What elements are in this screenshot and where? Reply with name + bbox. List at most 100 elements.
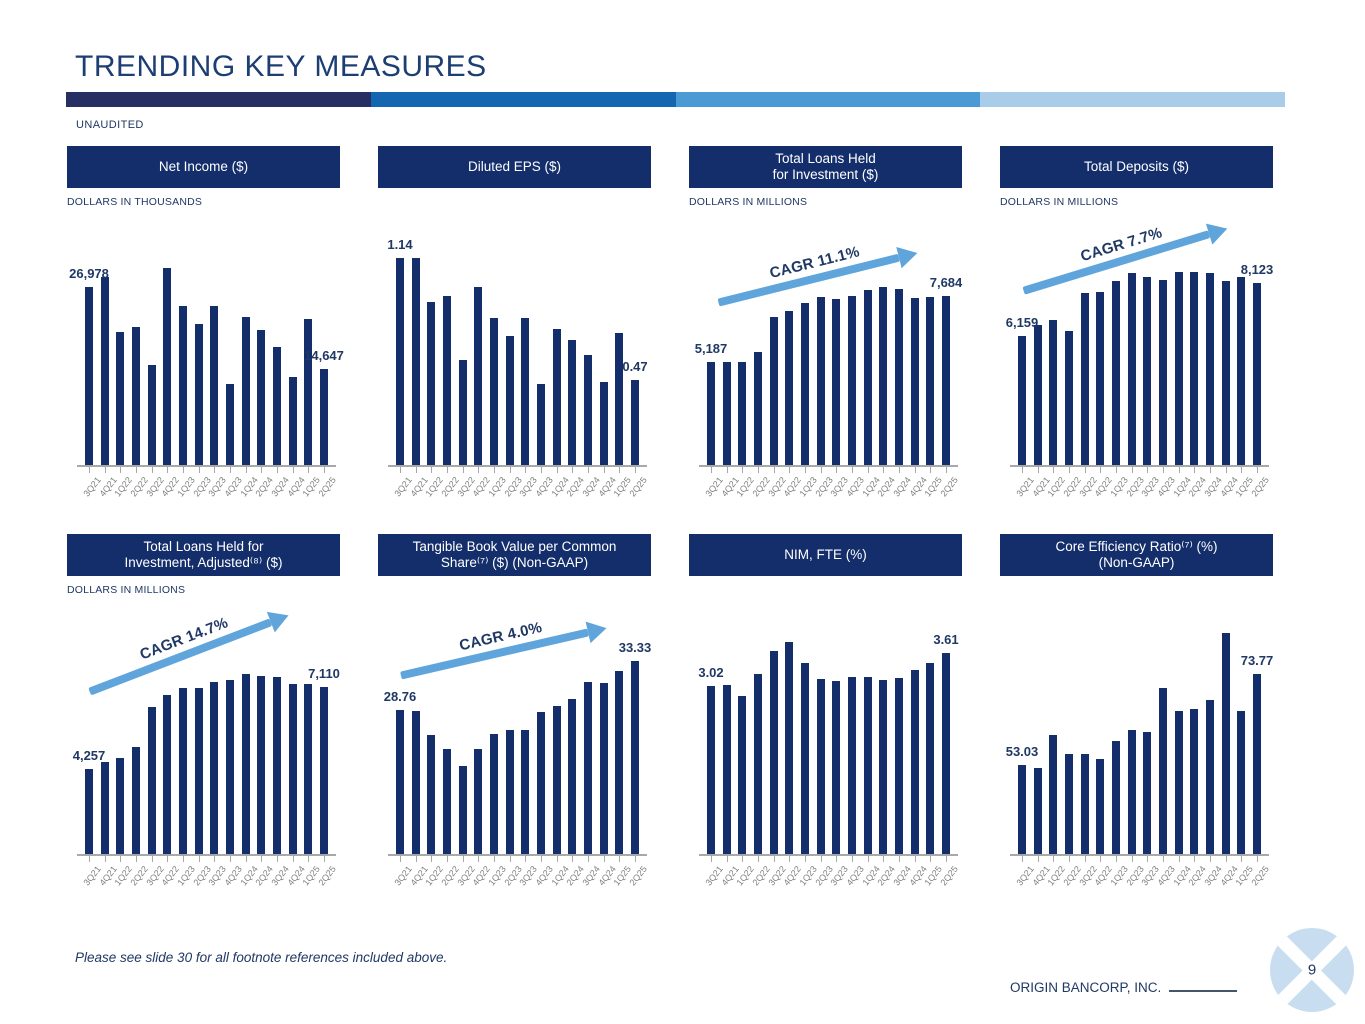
bar-4Q22	[1096, 292, 1105, 466]
bar-2Q23	[816, 679, 825, 855]
bar-4Q21	[411, 258, 420, 466]
x-tick	[431, 467, 432, 473]
bar-1Q23	[489, 318, 498, 466]
x-tick	[293, 467, 294, 473]
bar-group	[85, 256, 328, 466]
bar-3Q22	[147, 707, 156, 855]
x-tick	[1132, 856, 1133, 862]
bar-3Q21	[1018, 765, 1026, 855]
x-tick	[883, 856, 884, 862]
bar-1Q25	[926, 663, 935, 855]
bar-2Q25	[630, 661, 639, 855]
bar-3Q23	[210, 682, 219, 855]
x-axis-labels: 3Q21 4Q21 1Q22 2Q22 3Q22 4Q22 1Q23 2Q23 3Q23 4Q23…	[67, 855, 340, 909]
bar-1Q23	[800, 303, 809, 466]
x-tick	[494, 856, 495, 862]
bar-group	[396, 256, 639, 466]
x-tick	[619, 856, 620, 862]
x-tick	[588, 467, 589, 473]
bar-1Q23	[178, 688, 187, 855]
bar-2Q24	[879, 287, 888, 466]
bar-1Q24	[241, 317, 250, 466]
footer: ORIGIN BANCORP, INC.	[1010, 976, 1238, 995]
x-tick	[930, 856, 931, 862]
bar-1Q25	[615, 671, 624, 855]
x-tick	[1226, 467, 1227, 473]
bar-1Q22	[116, 332, 125, 466]
accent-segment-2	[370, 92, 676, 107]
x-axis-line	[699, 853, 958, 856]
x-tick	[199, 467, 200, 473]
value-label-last: 0.47	[622, 359, 648, 374]
bar-3Q23	[832, 299, 841, 466]
x-tick	[852, 856, 853, 862]
value-label-last: 8,123	[1240, 262, 1274, 277]
value-label-last: 73.77	[1240, 653, 1274, 668]
accent-segment-4	[980, 92, 1285, 107]
bar-group	[396, 630, 639, 855]
bar-4Q24	[599, 382, 608, 466]
x-tick-label: 3Q21	[1014, 475, 1036, 499]
bar-2Q23	[194, 688, 203, 855]
chart-title: Core Efficiency Ratio⁽⁷⁾ (%) (Non-GAAP)	[1000, 534, 1273, 576]
bar-3Q21	[1018, 336, 1026, 466]
bar-3Q21	[85, 769, 93, 855]
x-tick	[1226, 856, 1227, 862]
x-tick	[463, 467, 464, 473]
x-tick	[1241, 467, 1242, 473]
x-tick	[1194, 856, 1195, 862]
bar-4Q22	[785, 311, 794, 466]
x-tick	[1179, 467, 1180, 473]
x-axis-labels: 3Q21 4Q21 1Q22 2Q22 3Q22 4Q22 1Q23 2Q23 3Q23 4Q23…	[1000, 855, 1273, 909]
bar-2Q25	[1252, 283, 1261, 466]
x-tick	[510, 467, 511, 473]
x-tick	[277, 856, 278, 862]
x-tick	[805, 467, 806, 473]
x-tick	[821, 856, 822, 862]
unaudited-label: UNAUDITED	[76, 119, 144, 131]
bar-1Q22	[116, 758, 125, 855]
x-tick	[1163, 467, 1164, 473]
x-tick	[774, 467, 775, 473]
bar-4Q23	[1158, 688, 1167, 855]
x-tick	[868, 467, 869, 473]
bar-4Q24	[599, 683, 608, 855]
x-tick	[1100, 467, 1101, 473]
x-tick	[557, 467, 558, 473]
bar-3Q24	[1205, 700, 1214, 855]
x-axis-labels: 3Q21 4Q21 1Q22 2Q22 3Q22 4Q22 1Q23 2Q23 3Q23 4Q23…	[378, 466, 651, 520]
x-axis-labels: 3Q21 4Q21 1Q22 2Q22 3Q22 4Q22 1Q23 2Q23 3Q23 4Q23…	[1000, 466, 1273, 520]
x-tick	[899, 856, 900, 862]
chart-title: Total Loans Held for Investment ($)	[689, 146, 962, 188]
value-label-first: 53.03	[1005, 744, 1039, 759]
x-tick	[1085, 856, 1086, 862]
footnote: Please see slide 30 for all footnote ref…	[75, 950, 448, 965]
chart-title: NIM, FTE (%)	[689, 534, 962, 576]
x-tick	[1069, 467, 1070, 473]
bar-1Q22	[1049, 320, 1058, 466]
bar-1Q23	[800, 663, 809, 855]
x-tick	[1116, 467, 1117, 473]
bar-1Q25	[615, 333, 624, 466]
x-tick	[1210, 467, 1211, 473]
x-tick	[1053, 467, 1054, 473]
x-tick	[1257, 467, 1258, 473]
x-tick	[447, 467, 448, 473]
chart-panel-total-loans-hfi: Total Loans Held for Investment ($) DOLLA…	[689, 146, 962, 520]
bar-3Q23	[521, 318, 530, 466]
x-tick	[167, 467, 168, 473]
bar-4Q24	[288, 684, 297, 855]
bar-3Q23	[521, 730, 530, 855]
x-tick	[727, 856, 728, 862]
x-tick	[711, 856, 712, 862]
x-tick	[261, 467, 262, 473]
x-tick	[214, 856, 215, 862]
bar-2Q25	[941, 296, 950, 466]
x-tick	[1069, 856, 1070, 862]
bar-4Q24	[1221, 281, 1230, 466]
bar-3Q24	[272, 677, 281, 855]
x-tick	[727, 467, 728, 473]
x-tick-label: 3Q21	[392, 864, 414, 888]
chart-panel-core-efficiency-ratio: Core Efficiency Ratio⁽⁷⁾ (%) (Non-GAAP) 5…	[1000, 534, 1273, 909]
x-axis-labels: 3Q21 4Q21 1Q22 2Q22 3Q22 4Q22 1Q23 2Q23 3Q23 4Q23…	[378, 855, 651, 909]
